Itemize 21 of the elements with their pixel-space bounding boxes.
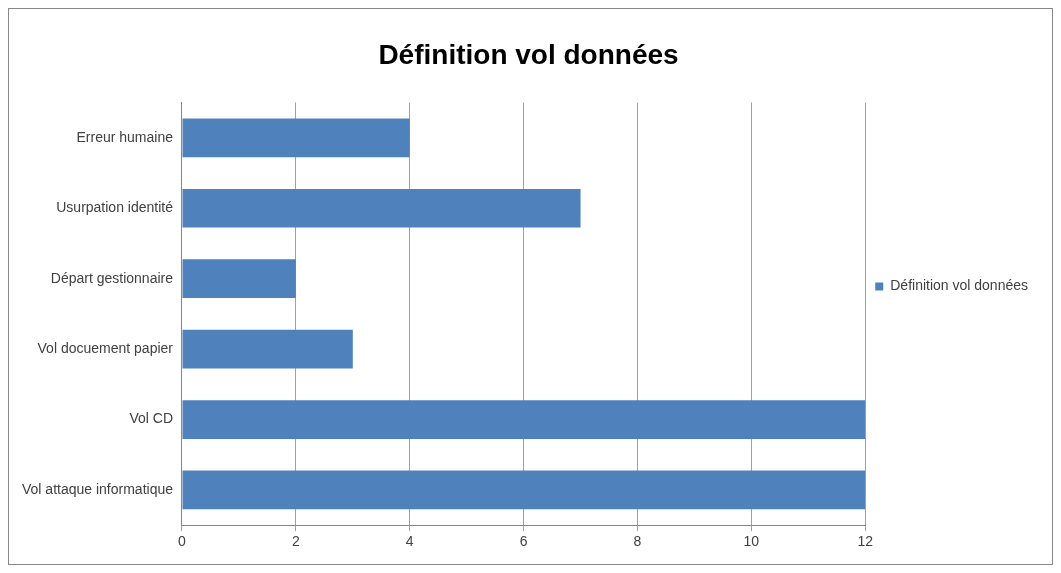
x-tick-label: 6 [519, 533, 528, 550]
bar [182, 118, 410, 158]
y-tick-label: Vol attaque informatique [21, 480, 174, 497]
bar [182, 470, 866, 510]
y-tick-label: Départ gestionnaire [50, 269, 174, 286]
x-tick-label: 12 [857, 533, 874, 550]
bar [182, 259, 296, 299]
x-tick-label: 0 [178, 533, 187, 550]
bar [182, 329, 353, 369]
x-tick-label: 2 [291, 533, 300, 550]
y-tick-label: Usurpation identité [56, 199, 174, 216]
chart-title: Définition vol données [378, 38, 679, 70]
legend-label: Définition vol données [890, 277, 1029, 294]
y-tick-label: Vol docuement papier [37, 339, 174, 356]
bar [182, 400, 866, 439]
x-tick-label: 10 [743, 533, 760, 550]
y-tick-label: Vol CD [129, 410, 173, 427]
y-tick-label: Erreur humaine [76, 128, 174, 145]
bar [182, 188, 581, 228]
x-tick-label: 8 [633, 533, 642, 550]
x-tick-label: 4 [405, 533, 414, 550]
